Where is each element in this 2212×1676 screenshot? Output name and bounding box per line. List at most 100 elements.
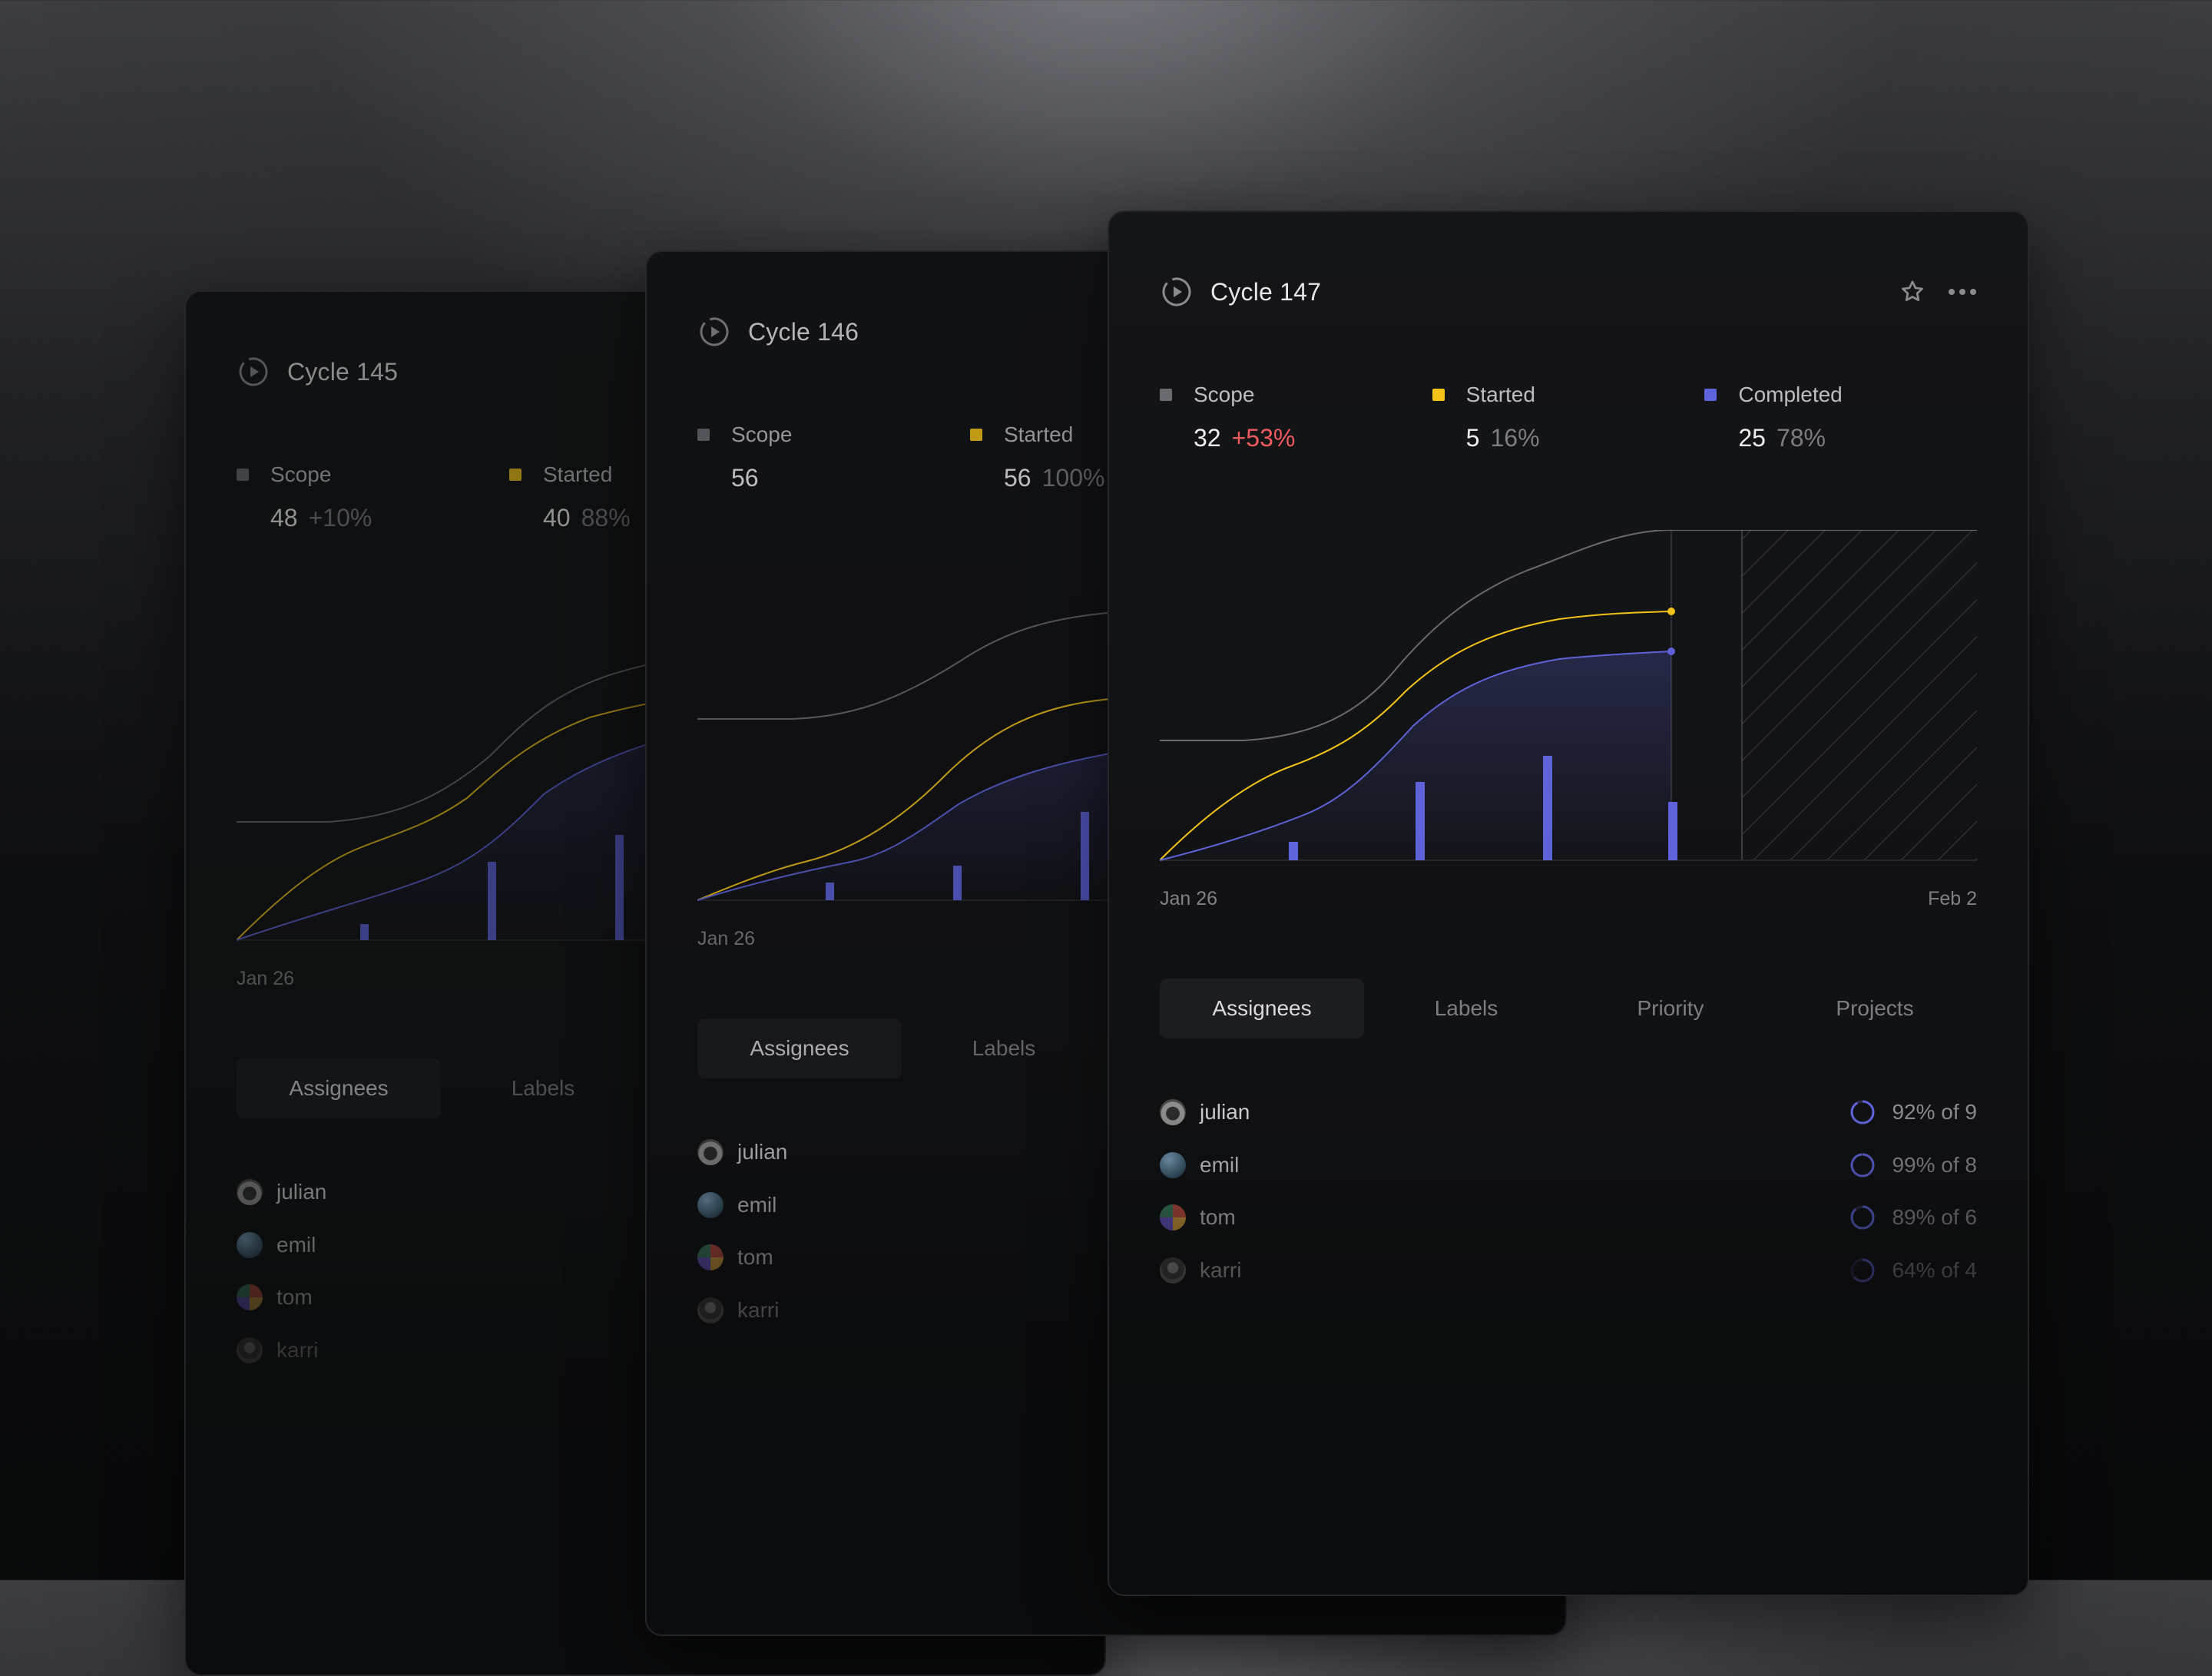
assignee-name: karri [1200, 1257, 1242, 1282]
breakdown-tabs: Assignees Labels Priority Projects [1160, 979, 1977, 1038]
avatar [1160, 1204, 1186, 1231]
progress-text: 92% of 9 [1892, 1100, 1977, 1125]
burnup-chart [1160, 530, 1977, 899]
scope-line [697, 609, 1174, 720]
progress-ring-fill [1850, 1100, 1875, 1125]
progress-text: 89% of 6 [1892, 1205, 1977, 1230]
scope-change-bar [1289, 842, 1298, 860]
list-item[interactable]: tom 89% of 6 [1160, 1191, 1977, 1244]
stat-change: 78% [1776, 424, 1826, 452]
stat-change: 16% [1490, 424, 1540, 452]
cycle-card-147[interactable]: Cycle 147 Scope 32 +53% Started 5 16% Comp… [1108, 210, 2029, 1596]
stat-label: Started [1004, 422, 1074, 446]
stat-started: Started 40 88% [509, 462, 782, 532]
scope-change-bar [488, 862, 496, 940]
list-item[interactable]: julian 92% of 9 [1160, 1086, 1977, 1139]
stat-label: Completed [1738, 383, 1843, 406]
burnup-chart-svg [1160, 530, 1977, 861]
stat-scope: Scope 48 +10% [237, 462, 509, 532]
stat-value: 5 [1465, 424, 1480, 452]
scope-change-bar [360, 924, 369, 940]
tab-projects[interactable]: Projects [1836, 996, 1914, 1020]
stat-label: Scope [1194, 383, 1255, 406]
x-axis-start-label: Jan 26 [237, 968, 295, 989]
cycle-title[interactable]: Cycle 146 [748, 317, 859, 346]
started-swatch [509, 469, 522, 481]
card-header: Cycle 146 [697, 312, 1515, 352]
assignee-name: julian [1200, 1100, 1250, 1125]
tab-labels[interactable]: Labels [511, 1076, 575, 1100]
assignee-list: julian 92% of 9 emil 99% of 8 tom 89% of… [1160, 1086, 1977, 1297]
avatar [697, 1297, 724, 1323]
avatar [1160, 1151, 1186, 1178]
cycle-title[interactable]: Cycle 147 [1210, 277, 1322, 306]
stat-label: Started [1465, 383, 1535, 406]
cycle-icon [1162, 277, 1191, 306]
stat-change: +10% [308, 504, 373, 532]
scope-change-bar [1543, 756, 1552, 860]
card-header: Cycle 147 [1160, 272, 1977, 312]
assignee-progress: 89% of 6 [1849, 1204, 1977, 1231]
completed-endpoint [1667, 648, 1675, 655]
completed-line [237, 730, 744, 941]
card-header: Cycle 145 [237, 352, 1054, 392]
tab-labels[interactable]: Labels [1434, 996, 1498, 1020]
stat-change: 88% [581, 504, 631, 532]
cycle-stats: Scope 32 +53% Started 5 16% Completed 25 78… [1160, 383, 1977, 452]
assignee-name: emil [276, 1232, 316, 1257]
stat-change: +53% [1231, 424, 1296, 452]
scope-change-bar [1668, 802, 1677, 860]
stat-scope: Scope 32 +53% [1160, 383, 1432, 452]
stat-label: Scope [270, 462, 332, 486]
assignee-name: tom [276, 1285, 313, 1310]
stat-label: Scope [731, 422, 793, 446]
assignee-progress: 99% of 8 [1849, 1151, 1977, 1179]
x-axis-start-label: Jan 26 [697, 928, 756, 949]
cycle-stats: Scope 48 +10% Started 40 88% [237, 462, 1054, 532]
completed-line [697, 746, 1174, 901]
assignee-name: tom [737, 1245, 773, 1270]
completed-swatch [1704, 389, 1717, 401]
assignee-name: emil [737, 1192, 777, 1217]
progress-ring-icon [1850, 1258, 1875, 1283]
scope-change-bar [615, 835, 624, 940]
tab-assignees[interactable]: Assignees [237, 1058, 441, 1118]
stat-value: 56 [1004, 464, 1031, 492]
stat-scope: Scope 56 [697, 422, 970, 492]
tab-priority[interactable]: Priority [1637, 996, 1704, 1020]
scope-change-bar [826, 883, 834, 900]
x-axis-end-label: Feb 2 [1928, 888, 1977, 909]
scope-line [1160, 530, 1977, 741]
cycle-title[interactable]: Cycle 145 [287, 357, 399, 386]
progress-text: 64% of 4 [1892, 1257, 1977, 1282]
avatar [237, 1336, 263, 1363]
tab-assignees[interactable]: Assignees [697, 1019, 902, 1078]
assignee-name: julian [737, 1140, 788, 1164]
avatar [697, 1139, 724, 1166]
assignee-name: emil [1200, 1152, 1240, 1177]
stat-value: 25 [1738, 424, 1766, 452]
more-icon[interactable] [1948, 287, 1977, 296]
tab-assignees[interactable]: Assignees [1160, 979, 1364, 1038]
stat-value: 40 [543, 504, 571, 532]
scope-change-bar [1081, 812, 1089, 900]
started-swatch [1432, 389, 1445, 401]
assignee-name: karri [737, 1297, 780, 1322]
list-item[interactable]: emil 99% of 8 [1160, 1139, 1977, 1192]
scope-swatch [1160, 389, 1172, 401]
header-actions [1899, 278, 1977, 306]
scope-change-bar [953, 866, 962, 900]
list-item[interactable]: karri 64% of 4 [1160, 1244, 1977, 1297]
progress-ring-fill [1850, 1153, 1875, 1178]
scope-change-bar [1416, 782, 1425, 860]
assignee-name: julian [276, 1180, 327, 1204]
stat-value: 48 [270, 504, 298, 532]
progress-ring-icon [1850, 1205, 1875, 1230]
star-icon[interactable] [1899, 278, 1926, 306]
cycle-stats: Scope 56 Started 56 100% [697, 422, 1515, 492]
stat-value: 32 [1194, 424, 1221, 452]
tab-labels[interactable]: Labels [972, 1036, 1036, 1060]
stat-completed: Completed 25 78% [1704, 383, 1977, 452]
progress-ring-icon [1850, 1153, 1875, 1178]
future-hatch-region [1742, 530, 1977, 860]
